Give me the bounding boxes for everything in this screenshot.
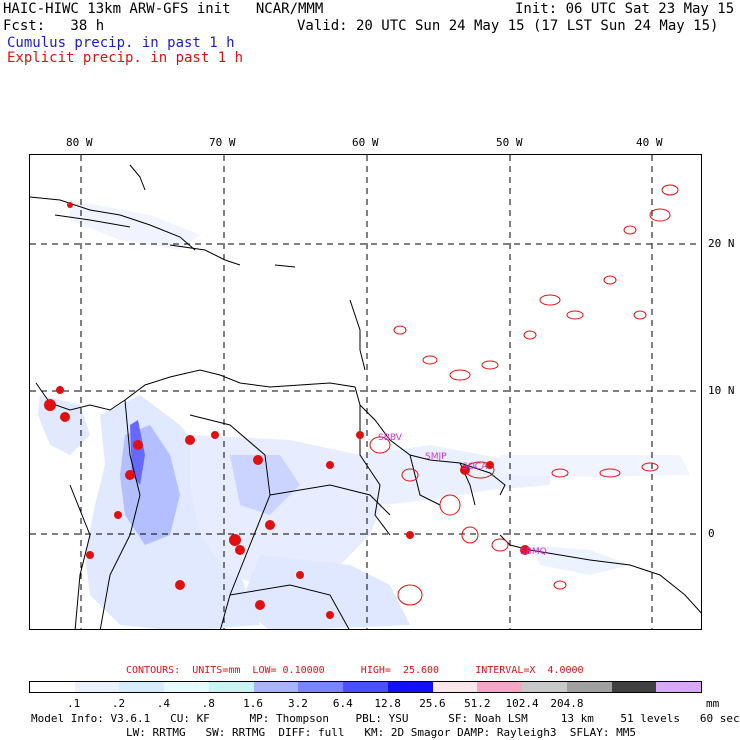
model-title: HAIC-HIWC 13km ARW-GFS init NCAR/MMM (3, 1, 324, 17)
precip-map: SBBV SMJP SOCA SBMQ (29, 154, 702, 630)
explicit-legend: Explicit precip. in past 1 h (7, 50, 244, 66)
colorbar-swatch (119, 682, 165, 692)
colorbar-swatch (30, 682, 75, 692)
colorbar-label: .2 (111, 697, 126, 710)
coastlines (30, 164, 701, 629)
map-canvas: SBBV SMJP SOCA SBMQ (30, 155, 701, 629)
cumulus-legend: Cumulus precip. in past 1 h (7, 35, 235, 51)
valid-time: Valid: 20 UTC Sun 24 May 15 (17 LST Sun … (297, 18, 719, 34)
colorbar-label: 6.4 (332, 697, 353, 710)
model-info-line2: LW: RRTMG SW: RRTMG DIFF: full KM: 2D Sm… (126, 726, 636, 739)
init-time: Init: 06 UTC Sat 23 May 15 (515, 1, 735, 17)
colorbar-label: mm (706, 697, 720, 710)
lon-label-50w: 50 W (496, 136, 523, 149)
colorbar-swatch (387, 682, 433, 692)
lon-label-60w: 60 W (352, 136, 379, 149)
lat-label-0: 0 (708, 527, 715, 540)
colorbar-swatch (477, 682, 523, 692)
lat-lon-grid (30, 155, 701, 629)
colorbar-label: 204.8 (550, 697, 584, 710)
colorbar-label: 12.8 (374, 697, 401, 710)
colorbar-swatch (74, 682, 120, 692)
forecast-hour: Fcst: 38 h (3, 18, 105, 34)
station-label-sbbv: SBBV (378, 433, 403, 443)
colorbar-swatch (298, 682, 344, 692)
lon-label-40w: 40 W (636, 136, 663, 149)
explicit-precip-contours (369, 184, 679, 606)
colorbar-label: 51.2 (464, 697, 491, 710)
colorbar-label: 3.2 (288, 697, 308, 710)
colorbar-label: 25.6 (419, 697, 446, 710)
colorbar-label: .1 (67, 697, 81, 710)
colorbar-label: .4 (156, 697, 171, 710)
station-labels: SBBV SMJP SOCA SBMQ (378, 433, 547, 557)
station-label-smjp: SMJP (425, 452, 447, 462)
colorbar-swatch (566, 682, 612, 692)
colorbar-label: .8 (201, 697, 215, 710)
colorbar-swatch (522, 682, 567, 692)
colorbar-swatch (343, 682, 388, 692)
colorbar-label: 1.6 (243, 697, 263, 710)
colorbar-swatch (656, 682, 702, 692)
colorbar-swatch (611, 682, 657, 692)
colorbar-label: 102.4 (505, 697, 539, 710)
colorbar-swatch (164, 682, 209, 692)
colorbar-swatch (432, 682, 478, 692)
explicit-precip-cores (44, 202, 530, 619)
colorbar-swatch (253, 682, 299, 692)
cumulus-precip-field (38, 200, 690, 629)
lat-label-10n: 10 N (708, 384, 735, 397)
lon-label-70w: 70 W (209, 136, 236, 149)
colorbar-swatch (208, 682, 254, 692)
station-label-sbmq: SBMQ (520, 547, 547, 557)
contours-info: CONTOURS: UNITS=mm LOW= 0.10000 HIGH= 25… (126, 665, 584, 676)
precip-colorbar (29, 681, 702, 693)
lat-label-20n: 20 N (708, 237, 735, 250)
model-info-line1: Model Info: V3.6.1 CU: KF MP: Thompson P… (31, 712, 740, 725)
station-label-soca: SOCA (462, 462, 488, 472)
lon-label-80w: 80 W (66, 136, 93, 149)
